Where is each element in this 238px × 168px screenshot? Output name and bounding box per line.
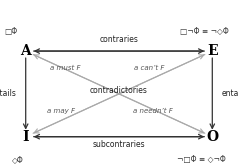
Text: O: O: [206, 130, 218, 144]
Text: □¬Φ ≡ ¬◇Φ: □¬Φ ≡ ¬◇Φ: [180, 27, 228, 36]
Text: ¬□Φ ≡ ◇¬Φ: ¬□Φ ≡ ◇¬Φ: [177, 155, 226, 164]
Text: ◇Φ: ◇Φ: [12, 155, 24, 164]
Text: E: E: [207, 44, 218, 58]
Text: a may F: a may F: [47, 108, 75, 114]
Text: contradictories: contradictories: [90, 86, 148, 95]
Text: I: I: [22, 130, 29, 144]
Text: a can’t F: a can’t F: [134, 65, 164, 71]
Text: a needn’t F: a needn’t F: [133, 108, 173, 114]
Text: A: A: [20, 44, 31, 58]
Text: entails: entails: [222, 89, 238, 98]
Text: entails: entails: [0, 89, 16, 98]
Text: contraries: contraries: [99, 35, 139, 45]
Text: □Φ: □Φ: [5, 27, 18, 36]
Text: subcontraries: subcontraries: [93, 140, 145, 149]
Text: a must F: a must F: [50, 65, 81, 71]
